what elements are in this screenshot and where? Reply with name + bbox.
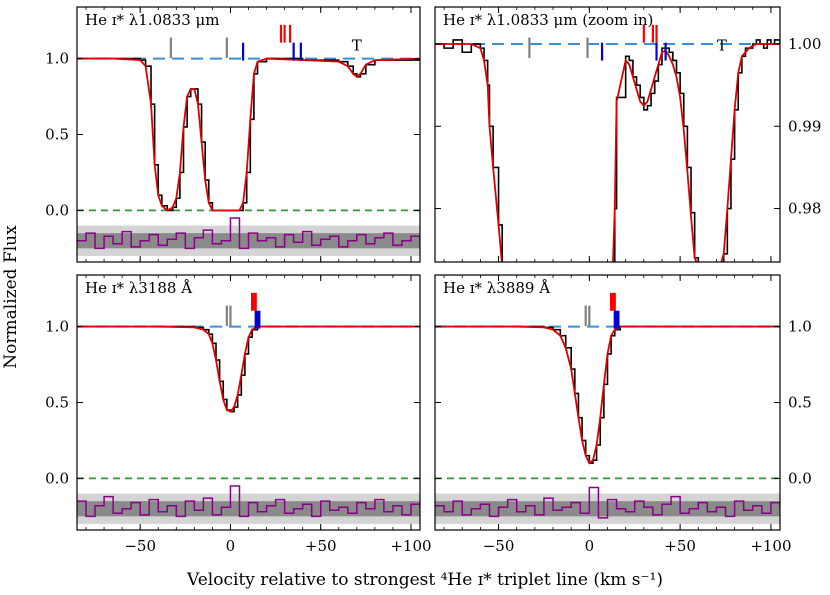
y-tick-label: 1.0 xyxy=(45,50,69,68)
residual-series xyxy=(77,217,420,250)
x-tick-label: +50 xyxy=(305,537,337,555)
x-tick-label: +100 xyxy=(750,537,791,555)
model-fit-series xyxy=(435,43,780,262)
residual-series xyxy=(77,485,420,518)
telluric-label: T xyxy=(352,36,362,54)
y-tick-label: 1.0 xyxy=(788,318,812,336)
y-tick-label: 0.5 xyxy=(788,394,812,412)
panel-title: He ɪ* λ3188 Å xyxy=(85,279,192,297)
panel-2: T 0.98 0.99 1.00 He ɪ* λ1.0833 μm (zoom in) xyxy=(434,6,821,263)
panel-title: He ɪ* λ1.0833 μm xyxy=(85,11,220,29)
data-series xyxy=(77,325,420,413)
panel-frame xyxy=(434,6,781,263)
y-tick-label: 0.5 xyxy=(45,126,69,144)
plot-area xyxy=(435,39,780,262)
panel-3: −50 0 +50 +100 0.0 0.5 1.0 He ɪ* λ3188 Å xyxy=(45,274,432,555)
x-tick-label: −50 xyxy=(483,537,515,555)
panel-title: He ɪ* λ3889 Å xyxy=(443,279,550,297)
x-tick-label: −50 xyxy=(124,537,156,555)
telluric-label: T xyxy=(717,36,727,54)
residual-series xyxy=(435,486,780,519)
panel-frame xyxy=(76,274,421,531)
y-tick-label: 1.00 xyxy=(788,35,821,53)
y-tick-label: 0.99 xyxy=(788,117,821,135)
y-tick-label: 0.0 xyxy=(788,469,812,487)
x-tick-label: +50 xyxy=(664,537,696,555)
plot-area xyxy=(77,57,420,256)
x-axis-title: Velocity relative to strongest ⁴He ɪ* tr… xyxy=(186,570,663,590)
panel-4: −50 0 +50 +100 0.0 0.5 1.0 He ɪ* λ3889 Å xyxy=(434,274,812,555)
x-tick-label: +100 xyxy=(390,537,431,555)
y-tick-label: 0.5 xyxy=(45,394,69,412)
x-tick-label: 0 xyxy=(585,537,595,555)
panel-1: T 0.0 0.5 1.0 He ɪ* λ1.0833 μm xyxy=(45,6,421,263)
y-tick-label: 1.0 xyxy=(45,318,69,336)
y-tick-label: 0.0 xyxy=(45,469,69,487)
plot-area xyxy=(435,325,780,524)
y-tick-label: 0.98 xyxy=(788,200,821,218)
y-axis-title: Normalized Flux xyxy=(1,225,21,369)
panels-layer: T0.00.51.0He ɪ* λ1.0833 μmT0.980.991.00H… xyxy=(45,6,821,555)
panel-frame xyxy=(434,274,781,531)
data-series xyxy=(435,325,780,465)
x-tick-label: 0 xyxy=(226,537,236,555)
model-fit-series xyxy=(77,325,420,413)
plot-area xyxy=(77,325,420,524)
panel-title: He ɪ* λ1.0833 μm (zoom in) xyxy=(443,11,653,29)
y-tick-label: 0.0 xyxy=(45,201,69,219)
model-fit-series xyxy=(435,325,780,465)
model-fit-series xyxy=(77,57,420,212)
